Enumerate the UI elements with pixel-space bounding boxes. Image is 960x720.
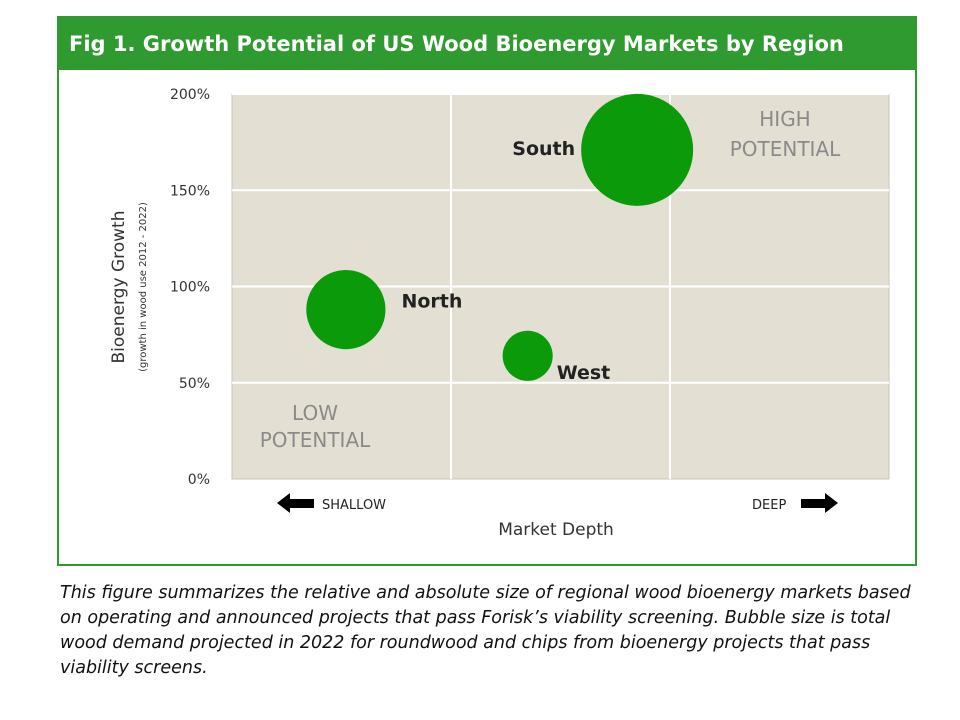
bubble-label-west: West xyxy=(557,362,611,384)
bubble-label-north: North xyxy=(401,291,462,313)
y-tick-label: 50% xyxy=(179,376,210,392)
bubble-west xyxy=(502,330,553,381)
bubble-north xyxy=(306,270,386,350)
bubble-label-south: South xyxy=(512,138,575,160)
y-tick-label: 200% xyxy=(170,87,210,103)
shallow-indicator: SHALLOW xyxy=(277,493,386,513)
low-potential-line-2: POTENTIAL xyxy=(260,428,371,452)
y-axis-subtitle: (growth in wood use 2012 - 2022) xyxy=(138,202,149,372)
bubble-south xyxy=(581,93,694,206)
high-potential-line-1: HIGH xyxy=(759,107,810,131)
y-tick-label: 0% xyxy=(188,472,210,488)
high-potential-annotation: HIGH POTENTIAL xyxy=(730,107,841,161)
low-potential-line-1: LOW xyxy=(292,401,338,425)
gridlines xyxy=(232,93,889,479)
x-axis-title: Market Depth xyxy=(498,520,614,540)
low-potential-annotation: LOW POTENTIAL xyxy=(260,401,371,452)
y-tick-label: 150% xyxy=(170,183,210,199)
chart-title: Fig 1. Growth Potential of US Wood Bioen… xyxy=(59,18,915,70)
high-potential-line-2: POTENTIAL xyxy=(730,137,841,161)
left-arrow-icon xyxy=(277,493,314,513)
y-tick-labels: 0% 50% 100% 150% 200% xyxy=(170,87,210,488)
bubble-chart: 0% 50% 100% 150% 200% HIGH POTENTIAL LOW POT… xyxy=(109,87,890,540)
right-arrow-icon xyxy=(801,493,838,513)
figure-caption: This figure summarizes the relative and … xyxy=(60,583,911,678)
deep-indicator: DEEP xyxy=(752,493,838,513)
y-axis-title: Bioenergy Growth xyxy=(109,211,129,364)
shallow-label: SHALLOW xyxy=(322,498,386,513)
bubbles: South North West xyxy=(306,93,694,384)
deep-label: DEEP xyxy=(752,498,786,513)
y-tick-label: 100% xyxy=(170,280,210,296)
